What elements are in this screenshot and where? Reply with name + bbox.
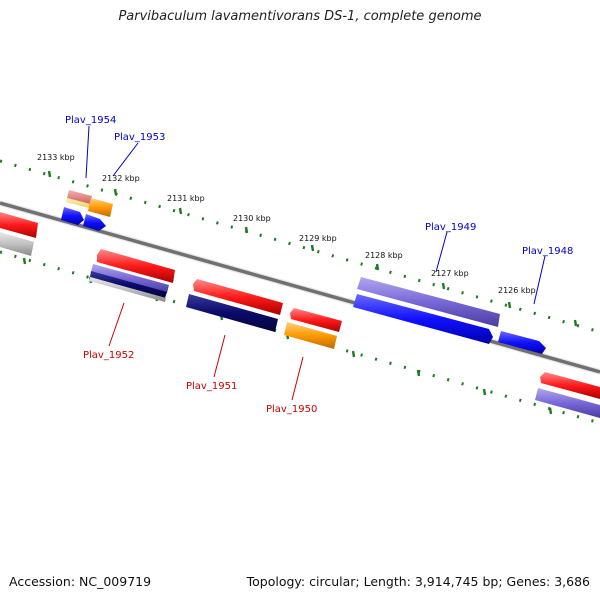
gene-right-purple bbox=[535, 388, 600, 418]
gene-labels-top: Plav_1954 Plav_1953 Plav_1949 Plav_1948 bbox=[65, 115, 573, 257]
reverse-genes bbox=[0, 212, 600, 418]
gene-small-blue-2 bbox=[83, 214, 106, 231]
kbp-label: 2128 kbp bbox=[365, 251, 403, 260]
forward-genes bbox=[61, 190, 546, 354]
gene-label: Plav_1954 bbox=[65, 115, 116, 126]
kbp-label: 2129 kbp bbox=[299, 234, 337, 243]
kbp-labels: 2133 kbp 2132 kbp 2131 kbp 2130 kbp 2129… bbox=[37, 153, 536, 295]
gene-left-red bbox=[0, 212, 38, 238]
gene-plav-1951-red bbox=[193, 279, 283, 315]
leader-lines-bottom bbox=[108, 302, 304, 401]
gene-label: Plav_1948 bbox=[522, 246, 573, 257]
kbp-label: 2130 kbp bbox=[233, 214, 271, 223]
gene-plav-1952-gray bbox=[89, 277, 166, 302]
gene-plav-1952-navy bbox=[91, 264, 169, 293]
gene-red-small bbox=[290, 308, 342, 332]
gene-right-red bbox=[540, 372, 600, 399]
gene-label: Plav_1949 bbox=[425, 222, 476, 233]
kbp-label: 2127 kbp bbox=[431, 269, 469, 278]
outer-major-ticks bbox=[47, 170, 578, 327]
gene-blue-long bbox=[353, 294, 493, 344]
gene-plav-1954 bbox=[67, 190, 92, 204]
gene-small-blue-1 bbox=[61, 207, 84, 225]
kbp-label: 2133 kbp bbox=[37, 153, 75, 162]
accession-label: Accession: NC_009719 bbox=[9, 574, 152, 589]
gene-plav-1953 bbox=[88, 198, 113, 217]
leader-lines-top bbox=[85, 125, 546, 305]
gene-left-gray bbox=[0, 232, 34, 256]
kbp-label: 2132 kbp bbox=[102, 174, 140, 183]
gene-plav-1951-navy bbox=[186, 294, 278, 332]
gene-plav-1948 bbox=[498, 331, 546, 354]
gene-label: Plav_1952 bbox=[83, 350, 134, 361]
gene-label: Plav_1953 bbox=[114, 132, 165, 143]
gene-label: Plav_1951 bbox=[186, 381, 237, 392]
gene-plav-1952-red bbox=[97, 249, 175, 283]
gene-label: Plav_1950 bbox=[266, 404, 317, 415]
genome-title: Parvibaculum lavamentivorans DS-1, compl… bbox=[118, 9, 482, 24]
kbp-label: 2126 kbp bbox=[498, 286, 536, 295]
gene-plav-1949 bbox=[357, 277, 500, 327]
gene-plav-1950 bbox=[284, 322, 337, 349]
gene-labels-bottom: Plav_1952 Plav_1951 Plav_1950 bbox=[83, 350, 317, 415]
topology-label: Topology: circular; Length: 3,914,745 bp… bbox=[246, 574, 590, 589]
kbp-label: 2131 kbp bbox=[167, 194, 205, 203]
